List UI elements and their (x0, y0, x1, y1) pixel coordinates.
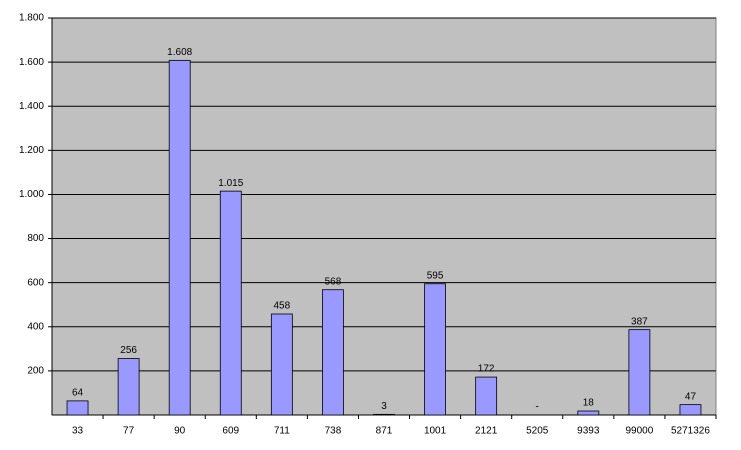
value-label: 256 (120, 345, 137, 356)
y-tick-label: 600 (27, 277, 44, 288)
x-tick-label: 9393 (577, 426, 600, 437)
y-tick-label: 1.400 (19, 101, 44, 112)
x-tick-label: 90 (174, 426, 186, 437)
value-label: 595 (427, 270, 444, 281)
x-tick-label: 5271326 (671, 426, 710, 437)
y-tick-label: 1.800 (19, 13, 44, 24)
value-label: 18 (583, 398, 595, 409)
bar (219, 190, 242, 416)
y-tick-label: 1.600 (19, 57, 44, 68)
bar (168, 59, 191, 416)
bar (679, 404, 702, 416)
plot-area (51, 17, 717, 416)
bar (66, 400, 89, 416)
bar (322, 289, 344, 416)
value-label: 458 (274, 301, 291, 312)
x-tick-label: 33 (72, 426, 84, 437)
value-label: 3 (381, 401, 387, 412)
value-label: 64 (72, 388, 84, 399)
bar (628, 329, 651, 416)
x-tick-label: 99000 (625, 426, 653, 437)
x-tick-label: 738 (325, 426, 342, 437)
x-tick-label: 5205 (526, 426, 549, 437)
x-tick-label: 871 (376, 426, 393, 437)
x-tick-label: 2121 (475, 426, 498, 437)
bar (373, 413, 395, 416)
y-tick-label: 400 (27, 321, 44, 332)
x-tick-label: 609 (222, 426, 239, 437)
y-tick-label: 800 (27, 233, 44, 244)
x-tick-label: 77 (123, 426, 135, 437)
y-tick-label: 1.200 (19, 145, 44, 156)
value-label: 172 (478, 364, 495, 375)
x-tick-label: 711 (274, 426, 290, 437)
y-tick-label: 1.000 (19, 189, 44, 200)
value-label: 568 (325, 276, 342, 287)
bar (424, 283, 446, 416)
x-tick-label: 1001 (424, 426, 447, 437)
bar (475, 376, 498, 416)
y-tick-label: 200 (27, 366, 44, 377)
value-label: 387 (631, 316, 648, 327)
bar (577, 410, 600, 416)
value-label: - (536, 402, 539, 413)
bar (117, 358, 140, 416)
value-label: 1.608 (167, 47, 192, 58)
value-label: 1.015 (218, 178, 243, 189)
value-label: 47 (685, 391, 697, 402)
bar (270, 313, 293, 416)
